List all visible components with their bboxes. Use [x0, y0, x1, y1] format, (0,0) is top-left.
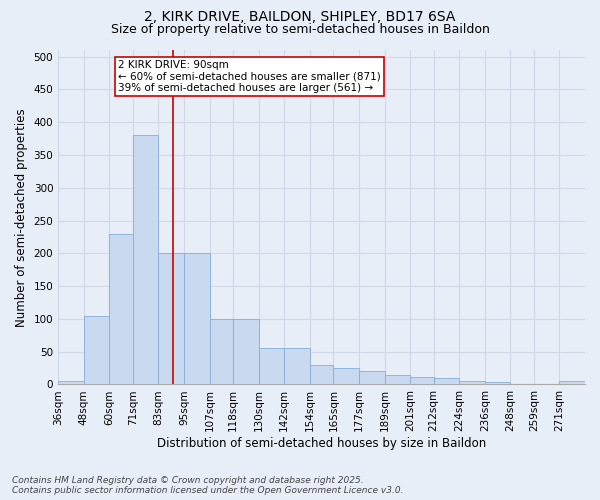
Bar: [459, 381, 485, 384]
Bar: [284, 348, 310, 384]
Bar: [385, 374, 410, 384]
Y-axis label: Number of semi-detached properties: Number of semi-detached properties: [15, 108, 28, 326]
Bar: [334, 368, 359, 384]
Text: Size of property relative to semi-detached houses in Baildon: Size of property relative to semi-detach…: [110, 22, 490, 36]
Bar: [209, 319, 233, 384]
Bar: [58, 381, 84, 384]
Bar: [259, 348, 284, 384]
Bar: [233, 319, 259, 384]
Bar: [310, 365, 334, 384]
Bar: [410, 376, 434, 384]
Text: 2 KIRK DRIVE: 90sqm
← 60% of semi-detached houses are smaller (871)
39% of semi-: 2 KIRK DRIVE: 90sqm ← 60% of semi-detach…: [118, 60, 380, 93]
Text: Contains HM Land Registry data © Crown copyright and database right 2025.
Contai: Contains HM Land Registry data © Crown c…: [12, 476, 404, 495]
Bar: [184, 254, 209, 384]
Bar: [359, 372, 385, 384]
Text: 2, KIRK DRIVE, BAILDON, SHIPLEY, BD17 6SA: 2, KIRK DRIVE, BAILDON, SHIPLEY, BD17 6S…: [145, 10, 455, 24]
Bar: [133, 136, 158, 384]
Bar: [485, 382, 511, 384]
Bar: [109, 234, 133, 384]
Bar: [434, 378, 459, 384]
Bar: [559, 381, 585, 384]
X-axis label: Distribution of semi-detached houses by size in Baildon: Distribution of semi-detached houses by …: [157, 437, 486, 450]
Bar: [158, 254, 184, 384]
Bar: [84, 316, 109, 384]
